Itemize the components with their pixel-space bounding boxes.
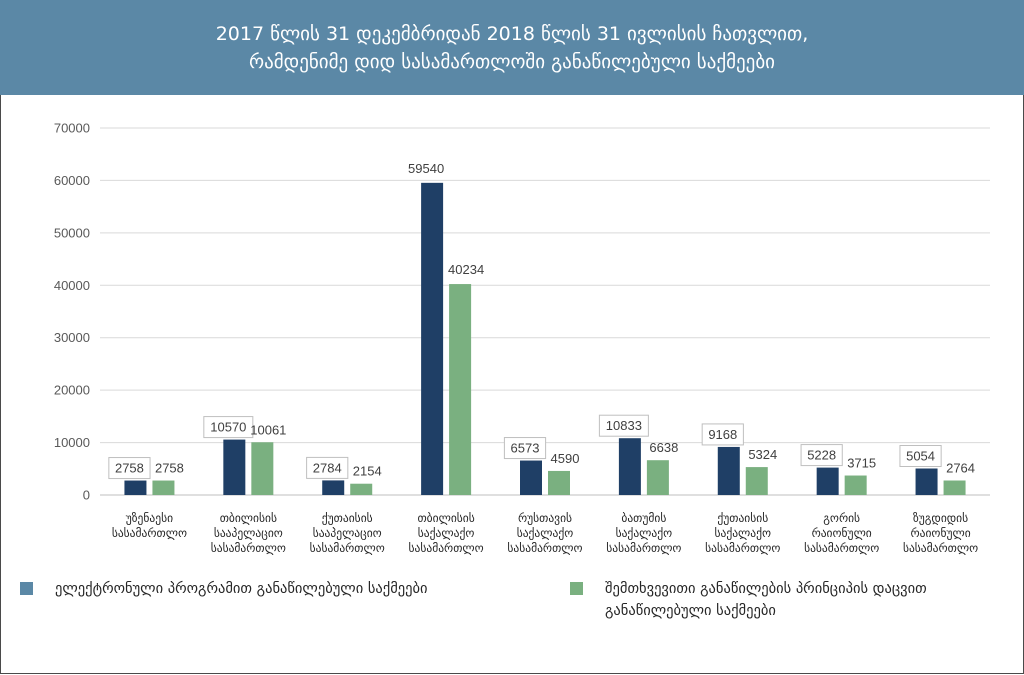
- y-axis-ticks: 0 10000 20000 30000 40000 50000 60000 70000: [54, 121, 90, 503]
- bar-s1-1: [223, 440, 245, 495]
- bar-s1-5: [619, 438, 641, 495]
- y-tick-label-6: 60000: [54, 173, 90, 188]
- bar-s2-2: [350, 484, 372, 495]
- category-label-7: გორის რაიონული სასამართლო: [804, 511, 879, 555]
- legend-item-random: შემთხვევითი განაწილების პრინციპის დაცვით…: [570, 578, 927, 622]
- legend-swatch-electronic: [20, 582, 33, 595]
- category-label-8-line-2: სასამართლო: [903, 541, 978, 555]
- category-label-5: ბათუმის საქალაქო სასამართლო: [606, 511, 681, 555]
- y-tick-label-0: 0: [83, 488, 90, 503]
- category-label-2-line-1: სააპელაციო: [313, 526, 382, 540]
- category-label-6-line-2: სასამართლო: [705, 541, 780, 555]
- category-label-7-line-2: სასამართლო: [804, 541, 879, 555]
- bar-s2-1: [251, 442, 273, 495]
- category-label-4-line-2: სასამართლო: [507, 541, 582, 555]
- category-label-2-line-0: ქუთაისის: [322, 511, 373, 525]
- category-label-5-line-2: სასამართლო: [606, 541, 681, 555]
- data-label-s2-5: 6638: [649, 440, 678, 455]
- legend-label-random-line2: განაწილებული საქმეები: [605, 603, 776, 619]
- category-label-3-line-2: სასამართლო: [409, 541, 484, 555]
- legend: ელექტრონული პროგრამით განაწილებული საქმე…: [0, 572, 1024, 632]
- data-label-s2-3: 40234: [448, 262, 484, 277]
- category-label-3: თბილისის საქალაქო სასამართლო: [409, 511, 484, 555]
- data-label-s1-6: 9168: [708, 427, 737, 442]
- category-label-6-line-1: საქალაქო: [714, 526, 771, 540]
- y-tick-label-3: 30000: [54, 330, 90, 345]
- bar-s1-6: [718, 447, 740, 495]
- data-label-s1-1: 10570: [210, 420, 246, 435]
- category-label-4-line-0: რუსთავის: [518, 511, 572, 525]
- chart-header: 2017 წლის 31 დეკემბრიდან 2018 წლის 31 ივ…: [0, 0, 1024, 95]
- category-label-8-line-0: ზუგდიდის: [913, 511, 968, 525]
- data-label-s1-7: 5228: [807, 448, 836, 463]
- bar-s2-5: [647, 460, 669, 495]
- bar-s1-8: [916, 469, 938, 495]
- bar-s2-6: [746, 467, 768, 495]
- data-label-s2-7: 3715: [847, 456, 876, 471]
- bar-s2-0: [152, 481, 174, 495]
- category-label-7-line-1: რაიონული: [812, 526, 872, 540]
- data-label-s1-0: 2758: [115, 461, 144, 476]
- category-label-1-line-2: სასამართლო: [211, 541, 286, 555]
- category-label-4-line-1: საქალაქო: [517, 526, 574, 540]
- category-label-8-line-1: რაიონული: [910, 526, 970, 540]
- category-label-8: ზუგდიდის რაიონული სასამართლო: [903, 511, 978, 555]
- data-labels: 2758 2758 10570 10061 2784 2154 59540 40234 6573…: [109, 161, 975, 479]
- category-label-3-line-1: საქალაქო: [418, 526, 475, 540]
- legend-swatch-random: [570, 582, 583, 595]
- category-label-6: ქუთაისის საქალაქო სასამართლო: [705, 511, 780, 555]
- y-tick-label-4: 40000: [54, 278, 90, 293]
- y-tick-label-5: 50000: [54, 225, 90, 240]
- category-label-3-line-0: თბილისის: [417, 511, 474, 525]
- bar-s1-4: [520, 461, 542, 495]
- bar-s2-7: [845, 476, 867, 495]
- bar-s1-3: [421, 183, 443, 495]
- bar-s1-7: [817, 468, 839, 495]
- category-label-7-line-0: გორის: [823, 511, 860, 525]
- y-tick-label-2: 20000: [54, 383, 90, 398]
- category-label-1-line-1: სააპელაციო: [214, 526, 283, 540]
- data-label-s1-4: 6573: [511, 441, 540, 456]
- legend-label-electronic: ელექტრონული პროგრამით განაწილებული საქმე…: [55, 578, 428, 600]
- data-label-s2-0: 2758: [155, 461, 184, 476]
- bar-s2-8: [944, 481, 966, 495]
- category-label-0-line-1: სასამართლო: [112, 526, 187, 540]
- data-label-s1-8: 5054: [906, 449, 935, 464]
- legend-item-electronic: ელექტრონული პროგრამით განაწილებული საქმე…: [20, 578, 428, 600]
- legend-label-random-line1: შემთხვევითი განაწილების პრინციპის დაცვით: [605, 581, 927, 597]
- category-label-0: უზენაესი სასამართლო: [112, 511, 187, 540]
- category-label-4: რუსთავის საქალაქო სასამართლო: [507, 511, 582, 555]
- category-label-0-line-0: უზენაესი: [126, 511, 173, 525]
- category-label-5-line-1: საქალაქო: [616, 526, 673, 540]
- y-tick-label-7: 70000: [54, 121, 90, 136]
- bar-s1-0: [124, 481, 146, 495]
- data-label-s1-5: 10833: [606, 418, 642, 433]
- category-label-6-line-0: ქუთაისის: [717, 511, 768, 525]
- y-tick-label-1: 10000: [54, 435, 90, 450]
- data-label-s1-2: 2784: [313, 460, 342, 475]
- data-label-s2-2: 2154: [353, 464, 382, 479]
- legend-label-random: შემთხვევითი განაწილების პრინციპის დაცვით…: [605, 578, 927, 622]
- bar-s2-3: [449, 284, 471, 495]
- bar-chart: 0 10000 20000 30000 40000 50000 60000 70000 275…: [0, 95, 1024, 570]
- chart-title-line2: რამდენიმე დიდ სასამართლოში განაწილებული …: [249, 48, 775, 76]
- data-label-s2-4: 4590: [551, 451, 580, 466]
- category-label-5-line-0: ბათუმის: [621, 511, 666, 525]
- bar-s2-4: [548, 471, 570, 495]
- data-label-s2-8: 2764: [946, 461, 975, 476]
- category-label-1-line-0: თბილისის: [220, 511, 277, 525]
- category-label-2: ქუთაისის სააპელაციო სასამართლო: [310, 511, 385, 555]
- data-label-s2-6: 5324: [748, 447, 777, 462]
- chart-title-line1: 2017 წლის 31 დეკემბრიდან 2018 წლის 31 ივ…: [216, 20, 809, 48]
- category-label-1: თბილისის სააპელაციო სასამართლო: [211, 511, 286, 555]
- data-label-s1-3: 59540: [408, 161, 444, 176]
- data-label-s2-1: 10061: [250, 422, 286, 437]
- category-label-2-line-2: სასამართლო: [310, 541, 385, 555]
- bar-s1-2: [322, 480, 344, 495]
